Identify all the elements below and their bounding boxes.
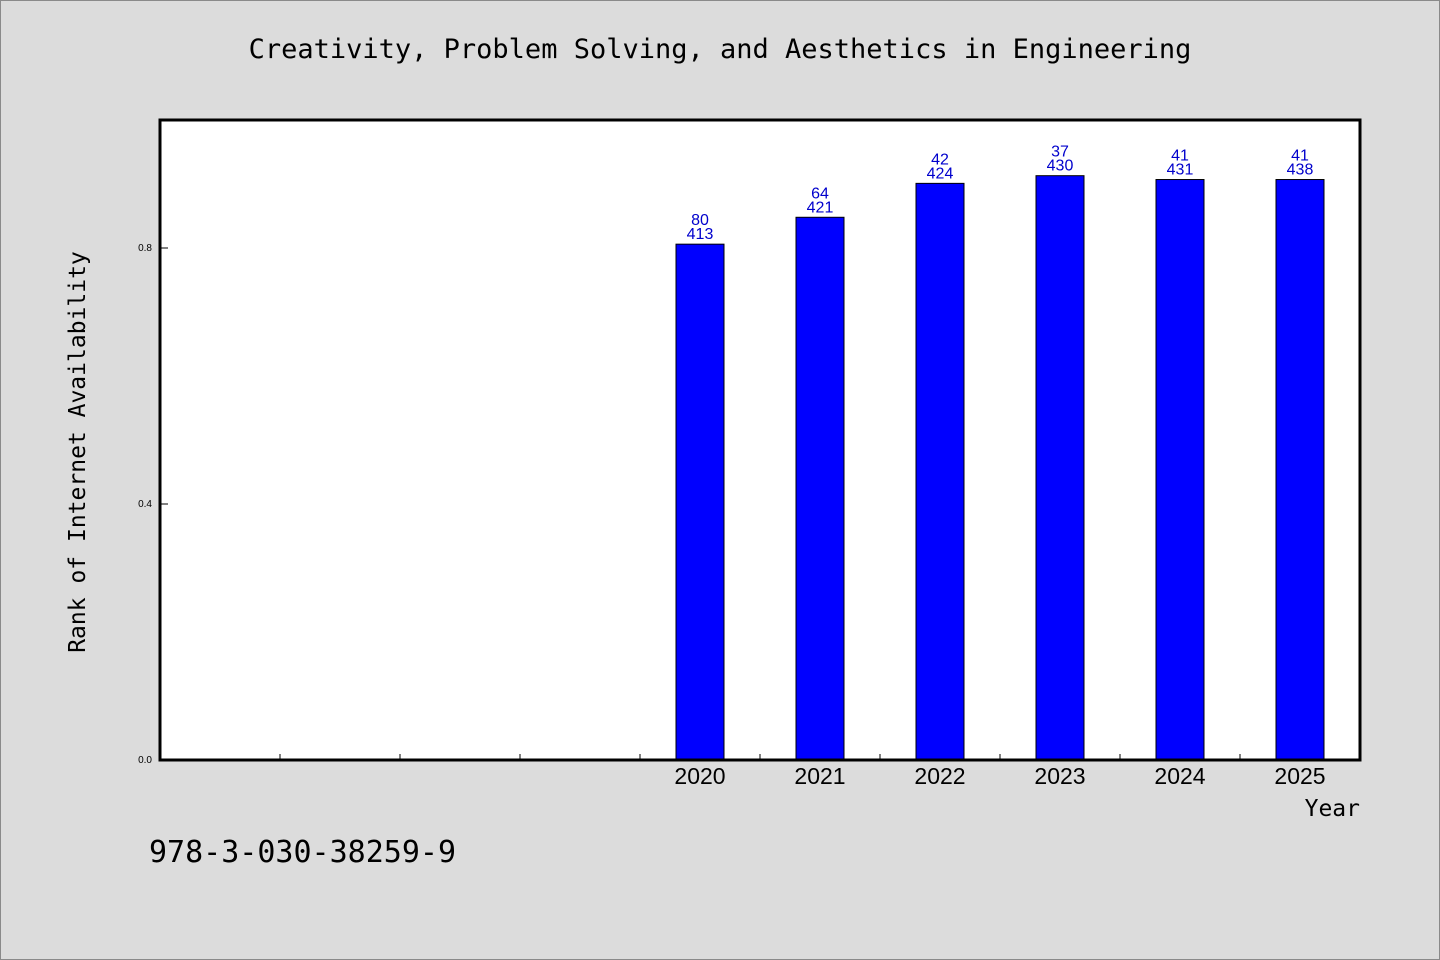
bar-label-bottom: 421 [807,199,834,216]
bar-label-top: 80 [691,212,709,229]
plot-border [158,118,1362,762]
x-tick-label: 2025 [1274,763,1325,789]
bar [1035,175,1085,761]
bar-label-bottom: 431 [1167,162,1194,179]
bar [915,182,965,761]
x-tick-label: 2022 [914,763,965,789]
x-tick-label: 2023 [1034,763,1085,789]
bar-label-top: 41 [1291,148,1309,165]
data-labels-layer: 8041320206442120214242420223743020234143… [674,144,1325,789]
x-tick-label: 2021 [794,763,845,789]
bar-label-bottom: 424 [927,165,954,182]
y-tick-label: 0.4 [138,499,152,510]
bar [1275,179,1325,761]
bar-label-bottom: 430 [1047,158,1074,175]
bar-label-top: 42 [931,151,949,168]
x-tick-label: 2020 [674,763,725,789]
bar-label-top: 64 [811,185,829,202]
isbn-text: 978-3-030-38259-9 [149,835,457,870]
y-tick-label: 0.0 [138,755,152,766]
chart-title: Creativity, Problem Solving, and Aesthet… [248,34,1192,65]
bar-label-bottom: 438 [1287,162,1314,179]
y-tick-label: 0.8 [138,243,152,254]
bar-label-top: 37 [1051,144,1069,161]
bar-label-bottom: 413 [687,226,714,243]
x-tick-label: 2024 [1154,763,1205,789]
x-axis-label: Year [1304,796,1360,822]
bars-layer [675,175,1325,761]
bar-label-top: 41 [1171,148,1189,165]
bar [675,243,725,761]
bar [795,216,845,761]
bar [1155,179,1205,761]
